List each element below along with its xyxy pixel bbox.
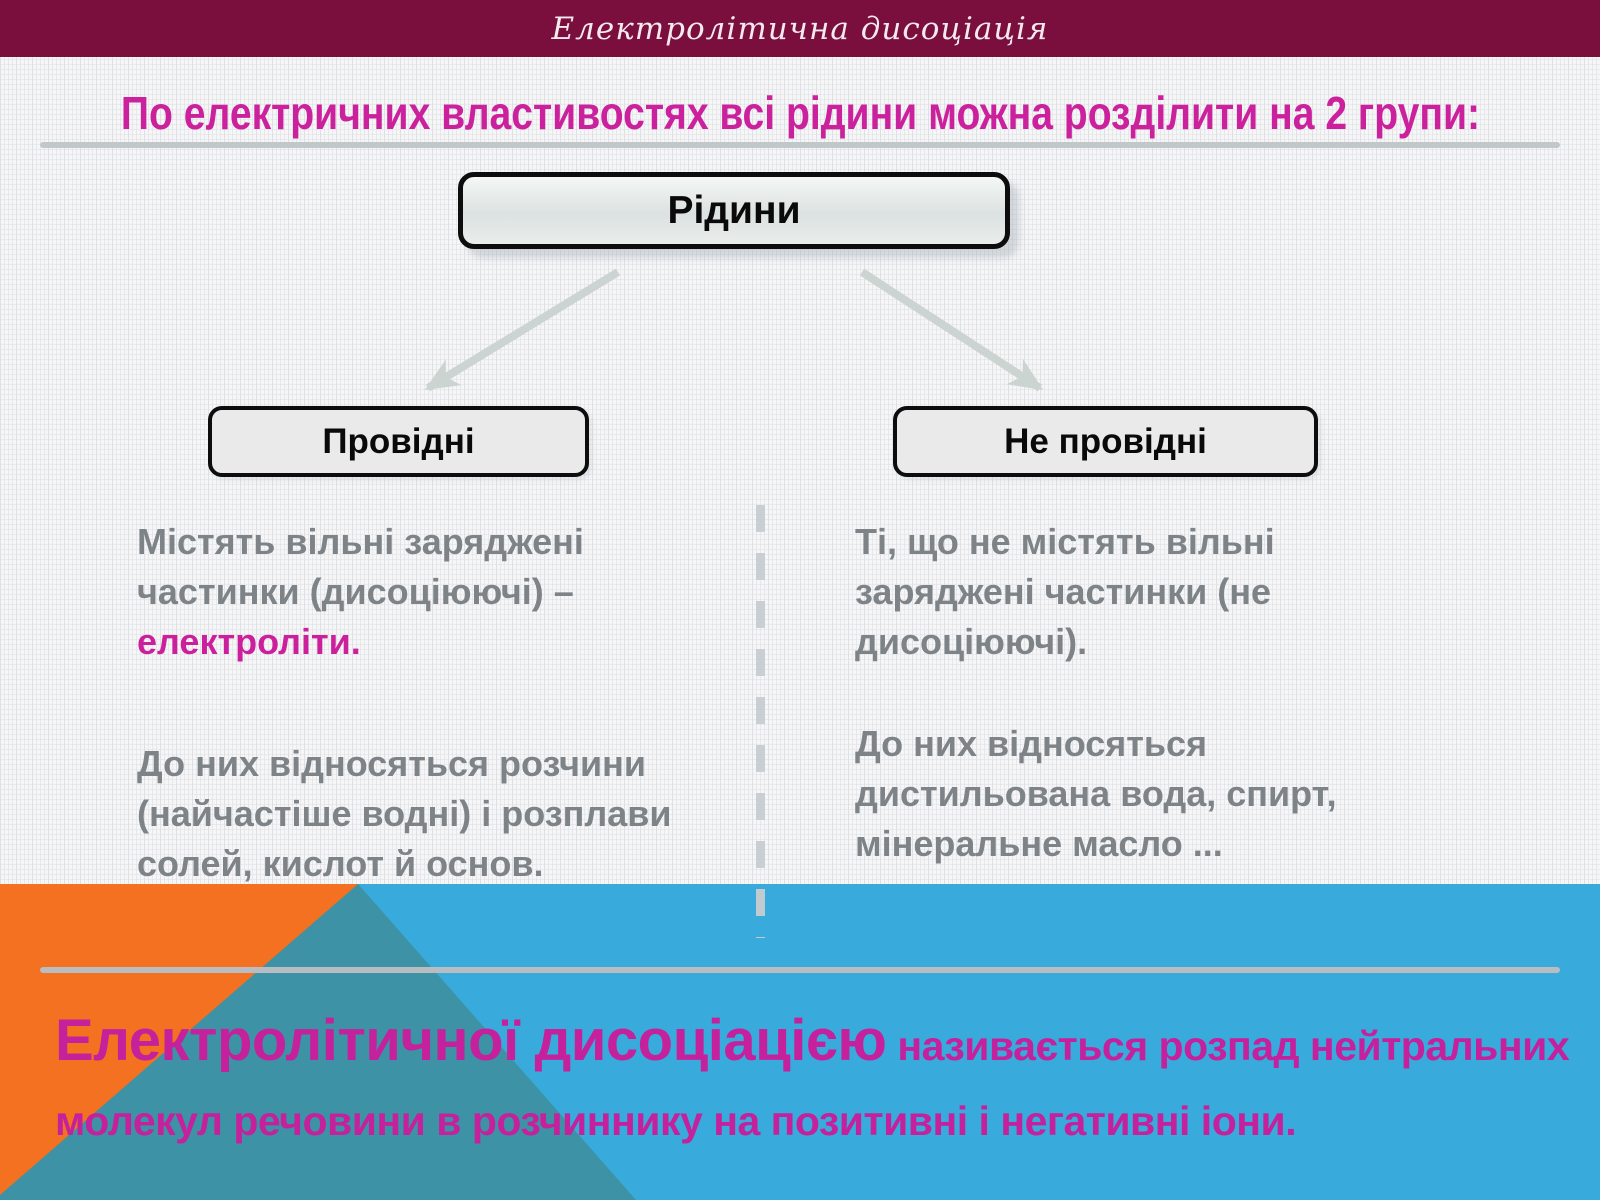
- conductive-definition-gray: Містять вільні заряджені частинки (дисоц…: [137, 521, 584, 613]
- slide-header: Електролітична дисоціація: [0, 0, 1600, 57]
- nonconductive-description-column: Ті, що не містять вільні заряджені части…: [855, 517, 1445, 869]
- dashed-column-divider: [756, 505, 765, 938]
- conductive-description-column: Містять вільні заряджені частинки (дисоц…: [137, 517, 697, 889]
- slide-header-title: Електролітична дисоціація: [551, 10, 1049, 47]
- arrow-left-icon: [424, 268, 621, 392]
- conductive-examples: До них відносяться розчини (найчастіше в…: [137, 743, 672, 885]
- conductive-definition-term: електроліти.: [137, 621, 361, 663]
- definition-term: Електролітичної дисоціацією: [55, 1008, 887, 1073]
- flowchart-root-label: Рідини: [667, 188, 801, 232]
- arrow-right-icon: [859, 268, 1044, 392]
- flowchart-nonconductive-label: Не провідні: [1004, 421, 1207, 461]
- conductive-definition: Містять вільні заряджені частинки (дисоц…: [137, 517, 697, 667]
- definition-line1: Електролітичної дисоціацією називається …: [55, 1003, 1570, 1094]
- flowchart-root-box: Рідини: [458, 172, 1010, 249]
- definition-line1-rest: називається розпад нейтральних: [886, 1023, 1570, 1069]
- page-title-text: По електричних властивостях всі рідини м…: [120, 87, 1480, 139]
- flowchart-conductive-label: Провідні: [322, 421, 475, 461]
- page-title: По електричних властивостях всі рідини м…: [0, 86, 1600, 140]
- nonconductive-definition: Ті, що не містять вільні заряджені части…: [855, 521, 1275, 663]
- title-divider-line: [40, 142, 1560, 148]
- nonconductive-examples: До них відносяться дистильована вода, сп…: [855, 723, 1337, 865]
- definition-line2: молекул речовини в розчиннику на позитив…: [55, 1098, 1297, 1144]
- definition-block: Електролітичної дисоціацією називається …: [55, 1003, 1570, 1144]
- flowchart-conductive-box: Провідні: [208, 406, 589, 477]
- footer-divider-line: [40, 967, 1560, 973]
- flowchart-nonconductive-box: Не провідні: [893, 406, 1318, 477]
